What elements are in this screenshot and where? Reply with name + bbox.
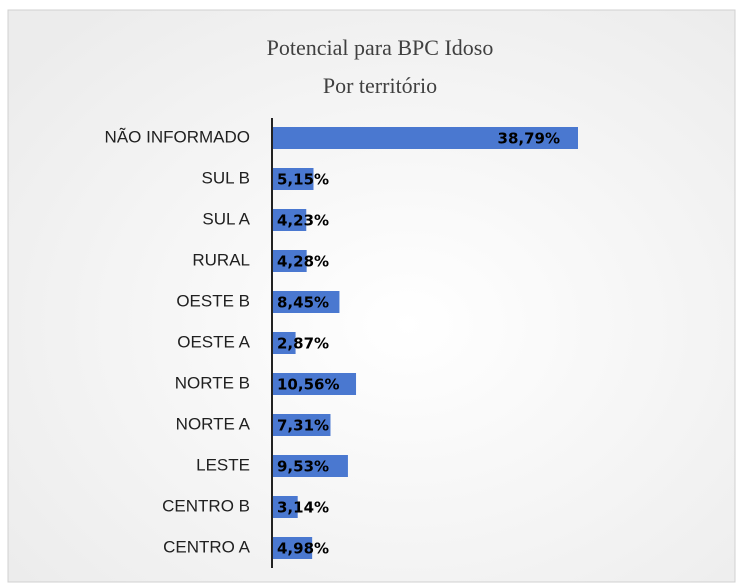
category-label: OESTE B [176,291,250,310]
bar [273,168,314,190]
data-label: 10,56% [277,376,339,394]
data-label: 4,28% [277,253,329,271]
chart-area [7,9,736,583]
category-label: NORTE B [175,373,250,392]
data-label: 5,15% [277,171,329,189]
category-label: SUL B [201,168,250,187]
data-label: 4,23% [277,212,329,230]
bar [273,209,307,231]
bar [273,373,357,395]
chart-subtitle: Por território [323,73,437,98]
category-label: CENTRO B [162,496,250,515]
bar [273,455,348,477]
bar [273,332,296,354]
bar [273,496,298,518]
category-label: NORTE A [176,414,251,433]
category-label: NÃO INFORMADO [105,127,250,146]
bar [273,127,578,149]
category-label: CENTRO A [163,537,251,556]
data-label: 7,31% [277,417,329,435]
data-label: 4,98% [277,540,329,558]
category-label: SUL A [202,209,250,228]
bar [273,537,313,559]
bar [273,414,331,436]
chart-title: Potencial para BPC Idoso [267,35,494,60]
category-label: RURAL [192,250,250,269]
bar [273,291,340,313]
data-label: 3,14% [277,499,329,517]
data-label: 2,87% [277,335,329,353]
category-label: OESTE A [177,332,250,351]
data-label: 38,79% [498,130,560,148]
data-label: 9,53% [277,458,329,476]
category-label: LESTE [196,455,250,474]
data-label: 8,45% [277,294,329,312]
bar [273,250,307,272]
